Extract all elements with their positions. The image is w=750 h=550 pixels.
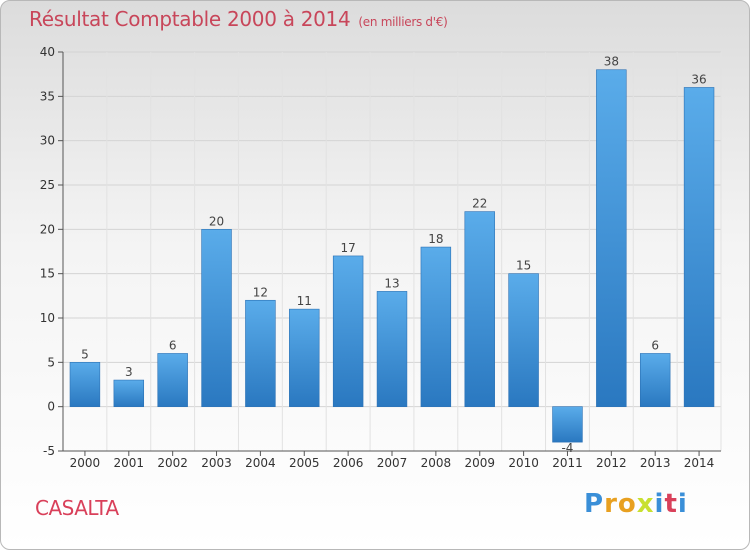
bar-2014 <box>683 87 715 407</box>
x-tick-label: 2013 <box>640 456 671 470</box>
y-tick-label: 40 <box>40 45 55 59</box>
value-label-2004: 12 <box>253 285 268 299</box>
x-tick-label: 2008 <box>421 456 452 470</box>
y-tick-label: 30 <box>40 134 55 148</box>
value-label-2011: -4 <box>561 441 573 455</box>
x-tick-label: 2000 <box>70 456 101 470</box>
value-label-2012: 38 <box>604 55 619 69</box>
bar-2007 <box>376 291 408 407</box>
chart-title-text: Résultat Comptable 2000 à 2014 <box>29 7 351 31</box>
bar-2002 <box>157 353 188 407</box>
y-tick-label: 25 <box>40 178 55 192</box>
x-tick-label: 2003 <box>201 456 232 470</box>
x-tick-label: 2010 <box>508 456 539 470</box>
bar-2004 <box>245 299 276 407</box>
bar-2003 <box>201 229 232 407</box>
bar-2005 <box>289 308 320 407</box>
bar-2001 <box>113 379 145 407</box>
value-label-2013: 6 <box>651 338 659 352</box>
bar-2000 <box>69 362 101 407</box>
value-label-2014: 36 <box>691 72 706 86</box>
y-tick-label: 35 <box>40 89 55 103</box>
x-tick-label: 2006 <box>333 456 364 470</box>
logo-letter: t <box>664 489 678 519</box>
y-tick-label: 10 <box>40 311 55 325</box>
x-tick-label: 2011 <box>552 456 583 470</box>
value-label-2006: 17 <box>340 241 355 255</box>
value-label-2008: 18 <box>428 232 443 246</box>
y-tick-label: 0 <box>47 400 55 414</box>
value-label-2010: 15 <box>516 259 531 273</box>
chart-title: Résultat Comptable 2000 à 2014 (en millie… <box>29 7 448 31</box>
x-tick-label: 2007 <box>377 456 408 470</box>
value-label-2005: 11 <box>297 294 312 308</box>
y-tick-label: 20 <box>40 222 55 236</box>
logo-letter: i <box>654 489 665 519</box>
bar-2013 <box>639 353 671 407</box>
bar-2012 <box>596 69 627 407</box>
logo-letter: r <box>604 489 618 519</box>
logo-letter: o <box>617 489 637 519</box>
y-tick-label: -5 <box>43 444 55 458</box>
x-tick-label: 2009 <box>464 456 495 470</box>
x-tick-label: 2005 <box>289 456 320 470</box>
chart-subtitle: (en milliers d'€) <box>358 15 448 29</box>
x-tick-label: 2002 <box>157 456 188 470</box>
value-label-2003: 20 <box>209 214 224 228</box>
value-label-2001: 3 <box>125 365 133 379</box>
y-tick-label: 5 <box>47 355 55 369</box>
x-tick-label: 2004 <box>245 456 276 470</box>
value-label-2000: 5 <box>81 347 89 361</box>
bar-2006 <box>332 255 364 407</box>
x-tick-label: 2014 <box>684 456 715 470</box>
proxiti-logo: Proxiti <box>584 489 688 519</box>
bar-2008 <box>420 246 452 407</box>
value-label-2007: 13 <box>384 276 399 290</box>
bar-2011 <box>552 406 583 443</box>
value-label-2002: 6 <box>169 338 177 352</box>
commune-name: CASALTA <box>35 496 119 520</box>
bar-2010 <box>508 273 539 407</box>
logo-letter: i <box>677 489 688 519</box>
bar-2009 <box>464 211 495 407</box>
y-tick-label: 15 <box>40 267 55 281</box>
bars <box>69 69 715 443</box>
value-label-2009: 22 <box>472 197 487 211</box>
x-tick-label: 2001 <box>114 456 145 470</box>
x-tick-label: 2012 <box>596 456 627 470</box>
logo-letter: x <box>636 489 655 519</box>
logo-letter: P <box>584 489 605 519</box>
